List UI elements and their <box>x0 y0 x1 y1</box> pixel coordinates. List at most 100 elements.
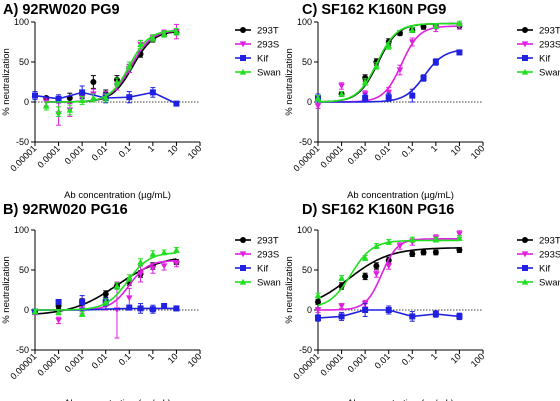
legend-label: 293T <box>257 26 279 37</box>
data-point-swan <box>55 309 62 316</box>
legend-marker <box>521 41 529 48</box>
data-point-kif <box>149 306 156 313</box>
x-tick-label: 0.01 <box>373 143 392 162</box>
data-point-swan <box>173 246 180 253</box>
y-tick-label: -50 <box>299 345 312 355</box>
data-point-293t <box>456 247 463 253</box>
data-point-293s <box>396 243 404 250</box>
data-point-swan <box>102 94 110 101</box>
legend-label: 293S <box>539 40 560 51</box>
series-swan <box>314 20 463 103</box>
x-tick-label: 10 <box>166 351 180 365</box>
data-point-kif <box>432 59 439 65</box>
data-point-swan <box>456 20 463 27</box>
data-point-swan <box>31 308 39 315</box>
data-point-swan <box>361 78 369 85</box>
data-point-swan <box>338 274 345 281</box>
legend-label: 293S <box>257 250 279 261</box>
legend-marker <box>240 265 246 271</box>
data-point-kif <box>456 49 463 56</box>
x-tick-label: 0.1 <box>400 351 416 367</box>
data-point-swan <box>338 90 345 97</box>
x-tick-label: 0.00001 <box>8 351 38 381</box>
series-293s <box>42 23 180 126</box>
data-point-swan <box>125 274 133 281</box>
panel-title: A) 92RW020 PG9 <box>3 2 120 18</box>
data-point-swan <box>149 34 157 41</box>
data-point-swan <box>149 250 157 257</box>
data-point-swan <box>78 97 86 104</box>
y-tick-label: 50 <box>302 57 312 67</box>
legend-marker <box>240 237 246 243</box>
y-tick-label: 50 <box>19 265 29 275</box>
y-tick-label: -50 <box>299 137 312 147</box>
data-point-swan <box>55 108 62 115</box>
y-tick-label: 100 <box>14 17 29 27</box>
data-point-293s <box>373 271 380 278</box>
legend-label: Swan <box>539 278 560 289</box>
y-axis-label: % neutralization <box>284 256 295 324</box>
data-point-swan <box>173 28 180 35</box>
data-point-kif <box>173 305 180 312</box>
series-kif <box>315 303 463 322</box>
x-tick-label: 100 <box>469 143 487 161</box>
data-point-swan <box>456 234 463 241</box>
legend-label: 293S <box>539 250 560 261</box>
data-point-kif <box>362 307 369 313</box>
y-tick-label: 0 <box>24 305 29 315</box>
data-point-293s <box>396 67 404 74</box>
data-point-swan <box>137 258 144 265</box>
x-tick-label: 1 <box>429 351 440 362</box>
data-point-293s <box>314 103 322 110</box>
x-tick-label: 100 <box>186 351 204 369</box>
y-tick-label: -50 <box>16 137 29 147</box>
legend-label: Kif <box>539 264 550 275</box>
x-tick-label: 100 <box>186 143 204 161</box>
data-point-293t <box>315 299 321 305</box>
legend-marker <box>239 41 247 48</box>
series-swan <box>314 234 463 307</box>
legend: 293T 293S Kif Swan <box>235 236 281 289</box>
x-tick-label: 100 <box>469 351 487 369</box>
x-tick-label: 0.001 <box>346 143 369 166</box>
data-point-293s <box>408 39 416 46</box>
x-axis-label: Ab concentration (µg/mL) <box>347 398 454 401</box>
data-point-swan <box>385 238 393 245</box>
legend-marker <box>522 55 528 61</box>
y-axis-label: % neutralization <box>1 256 12 324</box>
data-point-293t <box>362 273 369 280</box>
x-tick-label: 0.00001 <box>8 143 38 173</box>
data-point-kif <box>432 311 439 317</box>
x-tick-label: 10 <box>449 143 463 157</box>
legend-label: 293T <box>539 26 560 37</box>
y-tick-label: 0 <box>307 305 312 315</box>
y-tick-label: 0 <box>307 97 312 107</box>
y-tick-label: 50 <box>302 265 312 275</box>
x-tick-label: 1 <box>146 143 157 154</box>
legend-marker <box>240 55 246 61</box>
data-point-293t <box>102 291 109 297</box>
data-point-swan <box>408 26 416 33</box>
data-point-kif <box>55 95 62 102</box>
legend-label: Swan <box>257 68 281 79</box>
x-tick-label: 0.01 <box>90 351 109 370</box>
legend-label: Kif <box>257 54 268 65</box>
legend-label: 293T <box>257 236 279 247</box>
panel-title: C) SF162 K160N PG9 <box>302 2 446 18</box>
data-point-kif <box>362 95 369 101</box>
data-point-swan <box>361 254 369 261</box>
data-point-293t <box>432 249 439 256</box>
data-point-293s <box>137 271 144 278</box>
data-point-kif <box>385 307 392 313</box>
legend-marker <box>522 27 528 33</box>
data-point-kif <box>126 304 133 311</box>
x-tick-label: 0.0001 <box>318 143 345 170</box>
legend-marker <box>522 265 528 271</box>
x-tick-label: 0.00001 <box>291 351 321 381</box>
data-point-293s <box>456 231 463 238</box>
data-point-kif <box>32 92 38 99</box>
data-point-kif <box>409 313 416 320</box>
data-point-293s <box>338 303 345 310</box>
